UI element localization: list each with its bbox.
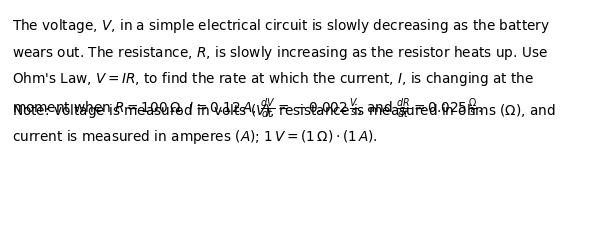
Text: current is measured in amperes $(A)$; $1\,V = (1\,\Omega) \cdot (1\,A)$.: current is measured in amperes $(A)$; $1… [12,128,378,146]
Text: moment when $R = 100\,\Omega,\, I = 0.12\,A,\, \frac{dV}{dt} = -0.002\,\frac{V}{: moment when $R = 100\,\Omega,\, I = 0.12… [12,96,483,121]
Text: Note: voltage is measured in volts $(V)$, resistance is measured in ohms $(\Omeg: Note: voltage is measured in volts $(V)$… [12,102,555,120]
Text: wears out. The resistance, $R$, is slowly increasing as the resistor heats up. U: wears out. The resistance, $R$, is slowl… [12,44,548,61]
Text: The voltage, $V$, in a simple electrical circuit is slowly decreasing as the bat: The voltage, $V$, in a simple electrical… [12,17,550,35]
Text: Ohm's Law, $V = IR$, to find the rate at which the current, $I$, is changing at : Ohm's Law, $V = IR$, to find the rate at… [12,70,534,88]
